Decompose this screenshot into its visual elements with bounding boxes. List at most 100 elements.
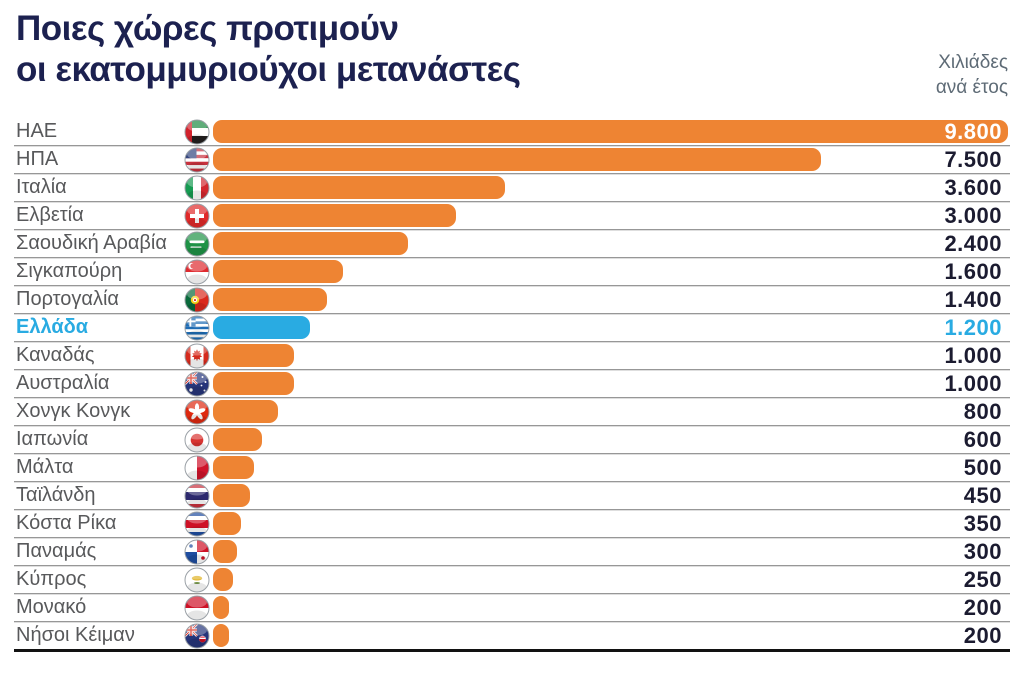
chart-row: Ιταλία 3.600 <box>14 174 1010 202</box>
switzerland-flag-icon <box>184 203 210 229</box>
value-label: 450 <box>963 483 1002 508</box>
value-label: 600 <box>963 427 1002 452</box>
country-label: Ιαπωνία <box>16 428 89 450</box>
chart-row: Σιγκαπούρη 1.600 <box>14 258 1010 286</box>
value-label: 3.000 <box>944 203 1002 228</box>
value-label: 200 <box>963 623 1002 648</box>
value-label: 9.800 <box>944 119 1002 144</box>
page-title: Ποιες χώρες προτιμούν οι εκατομμυριούχοι… <box>16 8 521 90</box>
value-bar <box>213 372 294 395</box>
units-line-2: ανά έτος <box>935 77 1008 98</box>
value-label: 300 <box>963 539 1002 564</box>
value-bar <box>213 176 505 199</box>
country-label: ΗΑΕ <box>16 120 58 142</box>
chart-row: Κόστα Ρίκα 350 <box>14 510 1010 538</box>
country-label: Νήσοι Κέιμαν <box>16 624 135 646</box>
country-label: Καναδάς <box>16 344 95 366</box>
value-label: 1.200 <box>944 315 1002 340</box>
units-label: Χιλιάδες ανά έτος <box>936 50 1008 100</box>
title-line-1: Ποιες χώρες προτιμούν <box>16 9 399 48</box>
country-label: ΗΠΑ <box>16 148 59 170</box>
value-label: 7.500 <box>944 147 1002 172</box>
value-label: 1.400 <box>944 287 1002 312</box>
greece-flag-icon <box>184 315 210 341</box>
saudi-arabia-flag-icon <box>184 231 210 257</box>
country-label: Μάλτα <box>16 456 74 478</box>
value-bar <box>213 148 821 171</box>
uae-flag-icon <box>184 119 210 145</box>
australia-flag-icon <box>184 371 210 397</box>
value-bar <box>213 344 294 367</box>
value-bar <box>213 624 229 647</box>
country-label: Κύπρος <box>16 568 87 590</box>
value-bar <box>213 540 237 563</box>
value-bar <box>213 260 343 283</box>
country-label: Σιγκαπούρη <box>16 260 123 282</box>
country-label: Παναμάς <box>16 540 97 562</box>
chart-row: Πορτογαλία 1.400 <box>14 286 1010 314</box>
chart-row: Σαουδική Αραβία 2.400 <box>14 230 1010 258</box>
chart-row: Κύπρος 250 <box>14 566 1010 594</box>
value-bar <box>213 232 408 255</box>
chart-row: Ελβετία 3.000 <box>14 202 1010 230</box>
title-line-2: οι εκατομμυριούχοι μετανάστες <box>16 50 521 89</box>
value-bar <box>213 568 233 591</box>
country-label: Ελλάδα <box>16 316 89 338</box>
value-label: 3.600 <box>944 175 1002 200</box>
value-label: 500 <box>963 455 1002 480</box>
chart-row: Μονακό 200 <box>14 594 1010 622</box>
cayman-islands-flag-icon <box>184 623 210 649</box>
chart-row: Ιαπωνία 600 <box>14 426 1010 454</box>
costa-rica-flag-icon <box>184 511 210 537</box>
value-bar <box>213 120 1008 143</box>
value-bar <box>213 288 327 311</box>
country-label: Ιταλία <box>16 176 67 198</box>
chart-row: ΗΠΑ 7.500 <box>14 146 1010 174</box>
value-bar <box>213 512 241 535</box>
chart-row: Αυστραλία 1.000 <box>14 370 1010 398</box>
usa-flag-icon <box>184 147 210 173</box>
value-bar <box>213 428 262 451</box>
chart-row: ΗΑΕ 9.800 <box>14 118 1010 146</box>
canada-flag-icon <box>184 343 210 369</box>
value-bar <box>213 316 310 339</box>
value-label: 1.000 <box>944 343 1002 368</box>
value-label: 250 <box>963 567 1002 592</box>
value-label: 800 <box>963 399 1002 424</box>
country-label: Ελβετία <box>16 204 84 226</box>
country-label: Μονακό <box>16 596 87 618</box>
japan-flag-icon <box>184 427 210 453</box>
value-bar <box>213 596 229 619</box>
value-label: 1.000 <box>944 371 1002 396</box>
malta-flag-icon <box>184 455 210 481</box>
value-bar <box>213 204 456 227</box>
country-label: Ταϊλάνδη <box>16 484 96 506</box>
units-line-1: Χιλιάδες <box>938 52 1008 73</box>
country-label: Πορτογαλία <box>16 288 119 310</box>
hong-kong-flag-icon <box>184 399 210 425</box>
chart-row: Καναδάς 1.000 <box>14 342 1010 370</box>
value-label: 2.400 <box>944 231 1002 256</box>
country-label: Αυστραλία <box>16 372 110 394</box>
singapore-flag-icon <box>184 259 210 285</box>
chart-row: Χονγκ Κονγκ 800 <box>14 398 1010 426</box>
country-label: Σαουδική Αραβία <box>16 232 167 254</box>
portugal-flag-icon <box>184 287 210 313</box>
chart-row: Ταϊλάνδη 450 <box>14 482 1010 510</box>
chart-row: Παναμάς 300 <box>14 538 1010 566</box>
panama-flag-icon <box>184 539 210 565</box>
value-label: 200 <box>963 595 1002 620</box>
italy-flag-icon <box>184 175 210 201</box>
value-bar <box>213 400 278 423</box>
value-label: 350 <box>963 511 1002 536</box>
country-label: Κόστα Ρίκα <box>16 512 117 534</box>
country-label: Χονγκ Κονγκ <box>16 400 131 422</box>
value-bar <box>213 484 250 507</box>
value-label: 1.600 <box>944 259 1002 284</box>
chart-row: Νήσοι Κέιμαν 200 <box>14 622 1010 649</box>
chart-row: Ελλάδα 1.200 <box>14 314 1010 342</box>
cyprus-flag-icon <box>184 567 210 593</box>
chart-row: Μάλτα 500 <box>14 454 1010 482</box>
monaco-flag-icon <box>184 595 210 621</box>
